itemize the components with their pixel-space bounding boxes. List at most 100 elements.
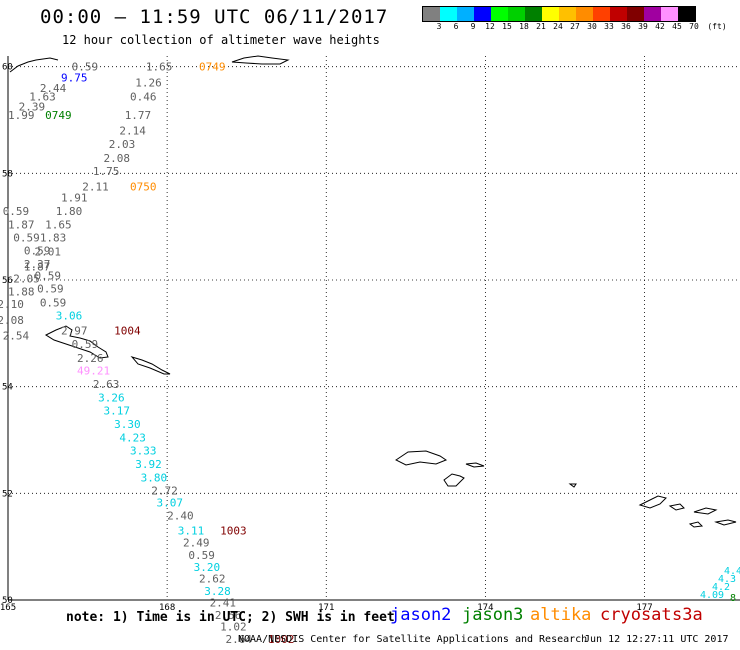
colorbar-legend xyxy=(422,6,696,22)
svg-text:4.2: 4.2 xyxy=(712,582,730,593)
island-f xyxy=(668,503,685,511)
wave-height-label: 3.30 xyxy=(114,418,141,431)
wave-height-label: 2.10 xyxy=(0,298,24,311)
coast-top xyxy=(231,55,290,65)
colorbar-swatch xyxy=(542,7,559,21)
svg-text:4.3: 4.3 xyxy=(718,574,736,585)
colorbar-labels: 3 6 9 12 15 18 21 24 27 30 33 36 39 42 45 70 (ft) xyxy=(422,22,740,34)
colorbar-label: 12 xyxy=(485,22,495,31)
wave-height-label: 2.08 xyxy=(103,152,130,165)
colorbar-label: 70 xyxy=(689,22,699,31)
wave-height-label: 1.02 xyxy=(220,621,247,634)
colorbar-swatch xyxy=(525,7,542,21)
wave-height-label: 3.80 xyxy=(141,471,168,484)
wave-height-label: 3.92 xyxy=(135,458,162,471)
wave-height-label: 2.41 xyxy=(210,597,237,610)
wave-height-label: 2.56 xyxy=(215,609,242,622)
map-subtitle: 12 hour collection of altimeter wave hei… xyxy=(62,33,380,47)
island-c xyxy=(443,473,465,487)
wave-height-label: 9.75 xyxy=(61,71,88,84)
lon-tick-label: 165 xyxy=(0,603,16,613)
colorbar-label: 39 xyxy=(638,22,648,31)
lat-tick-label: 50 xyxy=(2,596,13,606)
wave-height-label: 1.87 xyxy=(8,219,35,232)
colorbar-swatch xyxy=(474,7,491,21)
wave-height-label: 2.08 xyxy=(0,314,24,327)
wave-height-label: 1.88 xyxy=(8,286,35,299)
colorbar-swatch xyxy=(610,7,627,21)
lon-tick-label: 174 xyxy=(477,603,493,613)
wave-height-label: 2.39 xyxy=(19,101,46,114)
svg-text:4.09: 4.09 xyxy=(700,590,724,601)
wave-height-label: 2.72 xyxy=(151,485,178,498)
colorbar-swatch xyxy=(661,7,678,21)
wave-height-label: 1.63 xyxy=(29,91,56,104)
colorbar-swatch xyxy=(576,7,593,21)
colorbar-label: 24 xyxy=(553,22,563,31)
wave-height-label: 0.59 xyxy=(13,231,40,244)
wave-height-label: 2.26 xyxy=(77,352,104,365)
island-b xyxy=(465,462,485,468)
colorbar-swatch xyxy=(423,7,440,21)
island-a xyxy=(395,450,448,466)
lat-tick-label: 54 xyxy=(2,383,13,393)
wave-height-label: 0749 xyxy=(45,109,71,122)
lat-tick-label: 58 xyxy=(2,169,13,179)
satellite-legend-jason2: jason2 xyxy=(390,605,452,625)
credit-text: NOAA/NESDIS Center for Satellite Applica… xyxy=(238,634,588,645)
island-large xyxy=(44,325,109,359)
wave-height-label: 0.46 xyxy=(130,91,157,104)
svg-text:8: 8 xyxy=(730,593,736,604)
wave-height-label: 2.03 xyxy=(109,138,136,151)
map-title: 00:00 – 11:59 UTC 06/11/2017 xyxy=(40,6,389,28)
wave-height-label: 2.97 xyxy=(61,325,88,338)
colorbar-swatch xyxy=(644,7,661,21)
colorbar-swatch xyxy=(457,7,474,21)
wave-height-label: 2.62 xyxy=(199,573,226,586)
island-e xyxy=(638,495,667,509)
coast-nw xyxy=(9,57,59,73)
colorbar-label: 33 xyxy=(604,22,614,31)
colorbar-swatch xyxy=(559,7,576,21)
lon-tick-label: 168 xyxy=(159,603,175,613)
colorbar-label: (ft) xyxy=(707,22,727,31)
lon-tick-label: 177 xyxy=(636,603,652,613)
wave-height-label: 3.17 xyxy=(103,405,130,418)
wave-height-label: 2.11 xyxy=(82,181,109,194)
wave-height-label: 1004 xyxy=(114,325,141,338)
wave-height-label: 0.59 xyxy=(188,549,215,562)
wave-height-label: 4.23 xyxy=(119,431,145,444)
colorbar-label: 30 xyxy=(587,22,597,31)
colorbar-swatch xyxy=(508,7,525,21)
wave-height-labels: 0.59 1.65 0749 9.75 1.26 2.441.63 0.46 2.391.99… xyxy=(0,61,294,646)
satellite-legend-altika: altika xyxy=(530,605,592,625)
wave-height-label: 1.65 xyxy=(146,61,173,74)
wave-height-label: 1.65 xyxy=(45,219,71,232)
wave-height-label: 0.59 xyxy=(72,61,99,74)
island-small xyxy=(130,356,171,375)
satellite-legend-jason3: jason3 xyxy=(462,605,524,625)
colorbar-label: 36 xyxy=(621,22,631,31)
wave-height-label: 0749 xyxy=(199,61,226,74)
satellite-legend-cryosat: cryosat xyxy=(600,605,672,625)
timestamp: Jun 12 12:27:11 UTC 2017 xyxy=(584,634,729,645)
wave-height-label: 0.59 xyxy=(3,205,30,218)
wave-height-label: 2.49 xyxy=(183,536,210,549)
colorbar-swatch xyxy=(678,7,695,21)
coastlines xyxy=(9,55,737,528)
wave-height-label: 0.59 xyxy=(72,338,99,351)
wave-height-label: 0.59 xyxy=(35,270,62,283)
wave-height-label: 1.26 xyxy=(135,77,162,90)
colorbar-label: 21 xyxy=(536,22,546,31)
colorbar-label: 18 xyxy=(519,22,529,31)
colorbar-swatch xyxy=(593,7,610,21)
colorbar-swatch xyxy=(627,7,644,21)
wave-height-label: 1.91 xyxy=(61,191,88,204)
wave-height-label: 1003 xyxy=(220,525,247,538)
colorbar-label: 15 xyxy=(502,22,512,31)
wave-height-label: 2.63 xyxy=(93,378,120,391)
island-d xyxy=(568,483,577,488)
colorbar-swatch xyxy=(440,7,457,21)
footer-note: note: 1) Time is in UTC; 2) SWH is in fe… xyxy=(66,610,395,625)
